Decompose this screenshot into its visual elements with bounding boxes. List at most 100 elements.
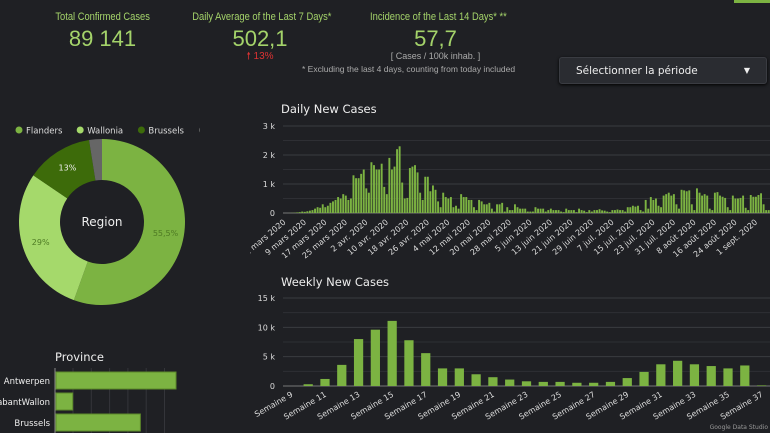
bar <box>565 208 568 213</box>
bar <box>298 212 301 213</box>
bar <box>421 199 424 213</box>
bar <box>514 204 516 213</box>
bar <box>639 371 649 386</box>
bar <box>457 208 460 213</box>
bar <box>398 146 401 213</box>
bar <box>606 211 609 213</box>
bar <box>408 168 411 213</box>
bar <box>296 212 299 213</box>
bar <box>490 208 493 213</box>
bar <box>396 149 399 213</box>
bar <box>593 210 596 213</box>
period-select[interactable]: Sélectionner la période ▼ <box>559 57 767 84</box>
bar <box>670 195 673 213</box>
bar <box>613 210 616 213</box>
bar <box>629 207 632 213</box>
bar <box>437 368 448 386</box>
bar <box>605 381 616 386</box>
bar <box>501 202 504 213</box>
kpi-value: 502,1 <box>232 26 288 51</box>
bar <box>316 207 319 213</box>
bar <box>542 208 545 213</box>
bar <box>585 212 588 213</box>
bar <box>319 207 322 213</box>
bar <box>337 364 347 386</box>
bar <box>740 365 750 386</box>
bar <box>498 204 501 213</box>
bar <box>642 211 645 213</box>
y-tick-label: 3 k <box>263 122 276 131</box>
bar <box>357 178 360 213</box>
bar <box>549 208 552 213</box>
bar <box>621 210 624 213</box>
bar <box>660 207 663 213</box>
bar <box>749 195 752 213</box>
bar <box>631 205 634 213</box>
bar <box>311 210 314 213</box>
bar <box>352 175 355 213</box>
bar <box>626 207 629 213</box>
bar <box>734 198 737 213</box>
bar <box>656 364 666 386</box>
daily-chart-title: Daily New Cases <box>281 102 377 116</box>
bar <box>693 210 696 213</box>
bar <box>355 178 358 213</box>
province-chart-title: Province <box>55 350 104 364</box>
bar <box>765 210 768 213</box>
bar <box>505 379 515 386</box>
kpi-label: Incidence of the Last 14 Days* ** <box>370 11 507 23</box>
bar <box>706 366 716 386</box>
bar <box>539 208 542 213</box>
bar <box>649 197 652 213</box>
bar <box>375 169 378 213</box>
bar <box>55 413 141 432</box>
bar <box>411 166 414 213</box>
bar <box>326 205 329 213</box>
bar <box>370 329 380 386</box>
bar <box>337 197 340 213</box>
bar <box>673 360 683 386</box>
bar <box>462 197 465 213</box>
bar <box>424 176 427 213</box>
bar <box>647 208 650 213</box>
bar <box>652 199 655 213</box>
bar <box>414 165 416 213</box>
bar <box>329 202 332 213</box>
bar <box>675 204 678 213</box>
bar <box>449 197 452 213</box>
bar <box>537 208 539 213</box>
bar <box>590 211 593 213</box>
bar <box>703 194 706 213</box>
bar <box>708 208 711 213</box>
footnote: * Excluding the last 4 days, counting fr… <box>302 64 516 74</box>
bar <box>470 199 473 213</box>
bar <box>303 211 306 213</box>
bar <box>657 205 660 213</box>
bar <box>385 194 388 213</box>
bar <box>360 173 363 213</box>
bar <box>421 353 431 386</box>
bar <box>698 192 701 213</box>
bar <box>362 169 365 213</box>
y-tick-label: Brussels <box>14 419 50 429</box>
region-donut-chart: FlandersWalloniaBrusselsNA55,5%29%13%Reg… <box>15 126 200 305</box>
bar <box>511 210 514 213</box>
bar <box>716 192 719 213</box>
bar <box>342 194 345 213</box>
bar <box>767 210 770 213</box>
bar <box>637 205 639 213</box>
bar <box>762 204 765 213</box>
legend-label: Brussels <box>148 127 184 137</box>
bar <box>757 195 760 213</box>
bar <box>55 392 74 411</box>
bar <box>721 196 724 213</box>
kpi-value: 89 141 <box>68 26 137 51</box>
bar <box>552 210 555 213</box>
bar <box>454 368 464 386</box>
bar <box>347 199 350 213</box>
bar <box>437 201 440 213</box>
bar <box>314 208 317 213</box>
bar <box>538 381 548 386</box>
bar <box>301 211 304 213</box>
slice-label: 55,5% <box>153 229 179 238</box>
